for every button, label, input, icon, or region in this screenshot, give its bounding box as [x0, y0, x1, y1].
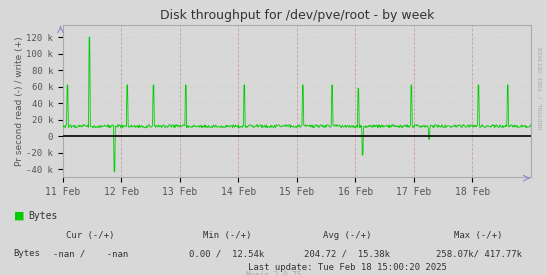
Title: Disk throughput for /dev/pve/root - by week: Disk throughput for /dev/pve/root - by w… [160, 9, 434, 22]
Text: Cur (-/+): Cur (-/+) [66, 231, 114, 240]
Text: RRDTOOL / TOBI OETIKER: RRDTOOL / TOBI OETIKER [538, 47, 543, 129]
Text: Bytes: Bytes [28, 211, 58, 221]
Text: 204.72 /  15.38k: 204.72 / 15.38k [304, 249, 391, 258]
Text: Max (-/+): Max (-/+) [455, 231, 503, 240]
Text: Last update: Tue Feb 18 15:00:20 2025: Last update: Tue Feb 18 15:00:20 2025 [248, 263, 447, 271]
Text: Bytes: Bytes [14, 249, 40, 258]
Text: Min (-/+): Min (-/+) [203, 231, 251, 240]
Text: ■: ■ [14, 211, 24, 221]
Text: 0.00 /  12.54k: 0.00 / 12.54k [189, 249, 265, 258]
Y-axis label: Pr second read (-) / write (+): Pr second read (-) / write (+) [15, 36, 24, 166]
Text: Munin 2.0.75: Munin 2.0.75 [246, 271, 301, 275]
Text: -nan /    -nan: -nan / -nan [53, 249, 128, 258]
Text: 258.07k/ 417.77k: 258.07k/ 417.77k [435, 249, 522, 258]
Text: Avg (-/+): Avg (-/+) [323, 231, 371, 240]
